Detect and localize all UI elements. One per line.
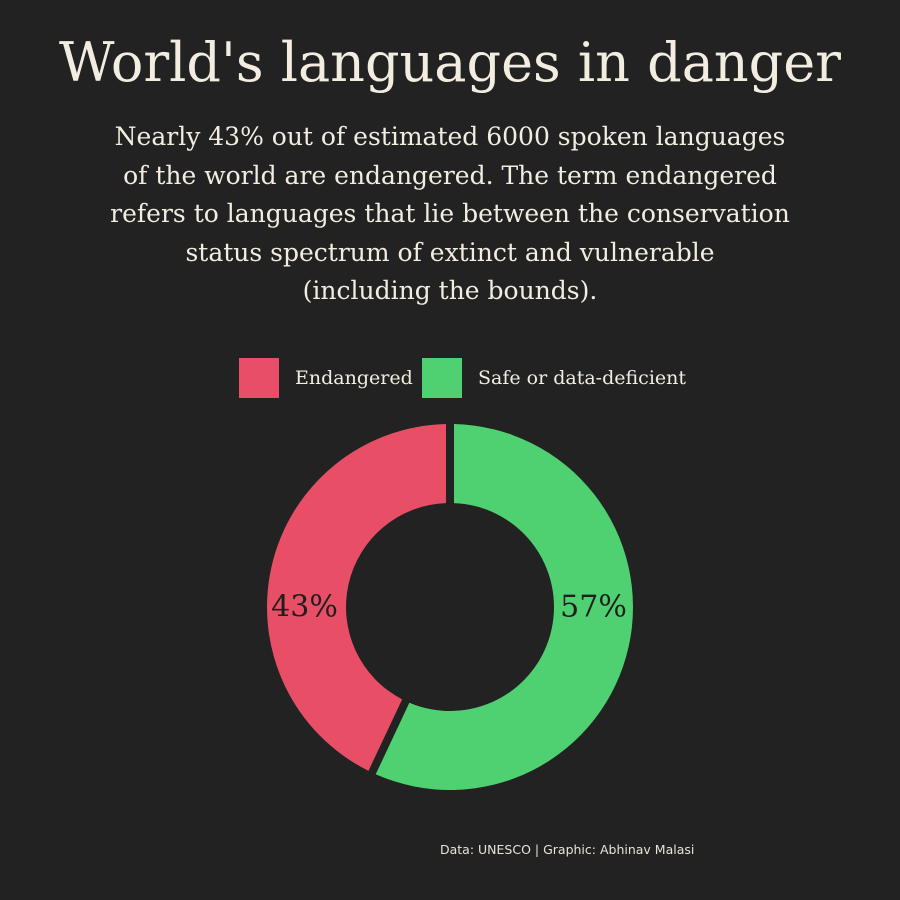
subtitle-line: of the world are endangered. The term en… (123, 160, 777, 190)
subtitle-line: refers to languages that lie between the… (110, 199, 790, 228)
slice-endangered (267, 424, 447, 771)
slice-label-endangered: 43% (271, 590, 338, 625)
chart-legend: Endangered Safe or data-deficient (0, 358, 900, 398)
subtitle-line: status spectrum of extinct and vulnerabl… (185, 237, 715, 267)
legend-label-safe: Safe or data-deficient (478, 367, 687, 389)
subtitle-line: (including the bounds). (302, 276, 598, 305)
slice-label-safe: 57% (560, 590, 627, 625)
legend-swatch-endangered (239, 358, 279, 398)
subtitle-line: Nearly 43% out of estimated 6000 spoken … (114, 122, 786, 151)
slice-safe (375, 424, 634, 790)
legend-label-endangered: Endangered (295, 367, 413, 389)
legend-swatch-safe (422, 358, 462, 398)
chart-subtitle: Nearly 43% out of estimated 6000 spoken … (70, 118, 830, 311)
chart-title: World's languages in danger (59, 31, 841, 94)
source-credit: Data: UNESCO | Graphic: Abhinav Malasi (440, 842, 695, 857)
donut-chart: 43% 57% (267, 424, 634, 790)
